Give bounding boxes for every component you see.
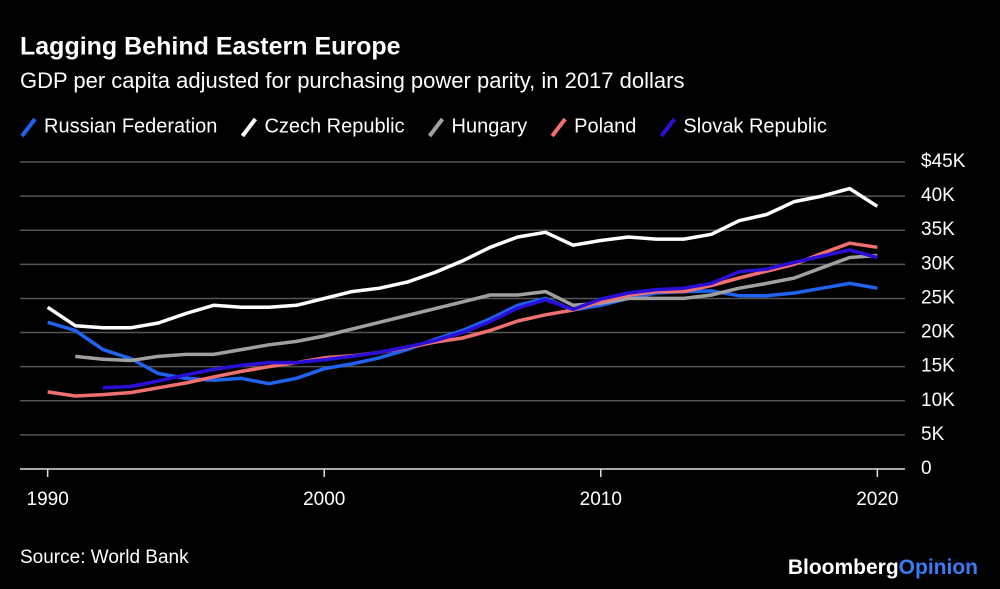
x-tick-label: 2000 xyxy=(303,489,345,510)
y-tick-label: 10K xyxy=(921,390,955,411)
logo: BloombergOpinion xyxy=(788,556,978,579)
logo-brand: Bloomberg xyxy=(788,556,899,579)
x-tick-label: 1990 xyxy=(27,489,69,510)
legend-swatch xyxy=(240,117,258,138)
legend-label: Czech Republic xyxy=(264,115,404,137)
y-tick-label: 40K xyxy=(921,185,955,206)
legend-swatch xyxy=(550,117,567,138)
y-tick-label: 0 xyxy=(921,458,932,479)
y-tick-label: $45K xyxy=(921,151,966,172)
legend-swatch xyxy=(659,117,676,138)
y-tick-label: 5K xyxy=(921,424,945,445)
y-tick-label: 20K xyxy=(921,322,955,343)
legend-label: Slovak Republic xyxy=(683,115,826,137)
y-tick-label: 15K xyxy=(921,356,955,377)
series-line xyxy=(46,186,879,330)
y-tick-label: 30K xyxy=(921,253,955,274)
series-line xyxy=(75,253,878,363)
legend-label: Poland xyxy=(574,115,636,137)
series-line xyxy=(47,281,878,386)
legend-label: Hungary xyxy=(452,115,528,137)
chart-title: Lagging Behind Eastern Europe xyxy=(20,33,401,61)
x-tick-label: 2010 xyxy=(580,489,622,510)
logo-suffix: Opinion xyxy=(899,556,978,579)
legend-swatch xyxy=(427,117,445,138)
legend-label: Russian Federation xyxy=(44,115,217,137)
legend-swatch xyxy=(20,117,37,138)
series-line xyxy=(102,248,878,390)
chart-subtitle: GDP per capita adjusted for purchasing p… xyxy=(20,68,684,93)
source: Source: World Bank xyxy=(20,547,189,568)
y-tick-label: 35K xyxy=(921,219,955,240)
y-tick-label: 25K xyxy=(921,287,955,308)
x-tick-label: 2020 xyxy=(856,489,898,510)
series-line xyxy=(47,241,878,398)
